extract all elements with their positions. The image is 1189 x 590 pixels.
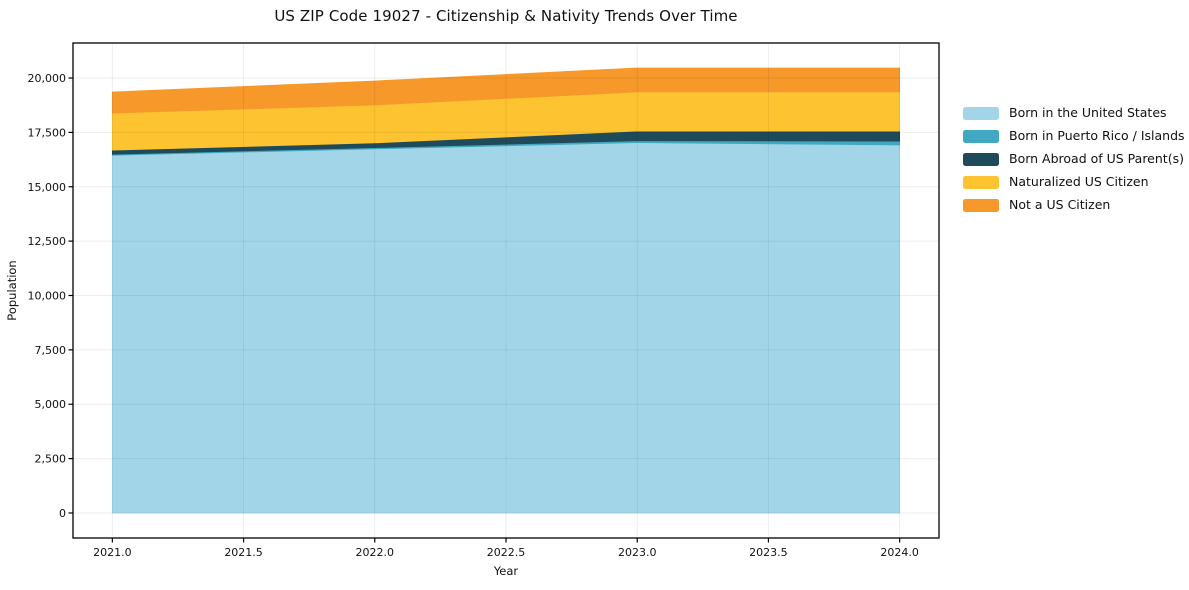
legend-item: Not a US Citizen [963, 199, 1185, 212]
legend-swatch-icon [963, 153, 999, 166]
legend-label: Not a US Citizen [1009, 197, 1111, 213]
y-tick-label: 20,000 [28, 72, 67, 85]
area-series-4 [112, 67, 900, 114]
legend-item: Born in the United States [963, 107, 1185, 120]
x-tick-label: 2021.5 [224, 546, 263, 559]
y-tick-label: 0 [59, 507, 66, 520]
x-tick-label: 2021.0 [93, 546, 132, 559]
legend-label: Born Abroad of US Parent(s) [1009, 151, 1184, 167]
y-axis-label: Population [5, 260, 19, 320]
y-tick-label: 17,500 [28, 126, 67, 139]
legend-label: Born in the United States [1009, 105, 1167, 121]
legend-swatch-icon [963, 130, 999, 143]
y-tick-label: 7,500 [35, 344, 67, 357]
x-tick-label: 2023.5 [749, 546, 788, 559]
legend-swatch-icon [963, 199, 999, 212]
x-tick-label: 2022.0 [356, 546, 395, 559]
legend-item: Born Abroad of US Parent(s) [963, 153, 1185, 166]
x-tick-label: 2024.0 [880, 546, 919, 559]
legend: Born in the United States Born in Puerto … [963, 107, 1185, 212]
chart-title: US ZIP Code 19027 - Citizenship & Nativi… [274, 7, 738, 25]
legend-swatch-icon [963, 107, 999, 120]
legend-label: Born in Puerto Rico / Islands [1009, 128, 1185, 144]
legend-item: Naturalized US Citizen [963, 176, 1185, 189]
y-tick-label: 5,000 [35, 398, 67, 411]
legend-label: Naturalized US Citizen [1009, 174, 1149, 190]
y-tick-label: 2,500 [35, 453, 67, 466]
y-tick-label: 10,000 [28, 290, 67, 303]
y-tick-label: 15,000 [28, 181, 67, 194]
x-tick-label: 2022.5 [487, 546, 526, 559]
legend-item: Born in Puerto Rico / Islands [963, 130, 1185, 143]
x-axis-label: Year [493, 564, 519, 578]
legend-swatch-icon [963, 176, 999, 189]
x-tick-label: 2023.0 [618, 546, 657, 559]
y-tick-label: 12,500 [28, 235, 67, 248]
